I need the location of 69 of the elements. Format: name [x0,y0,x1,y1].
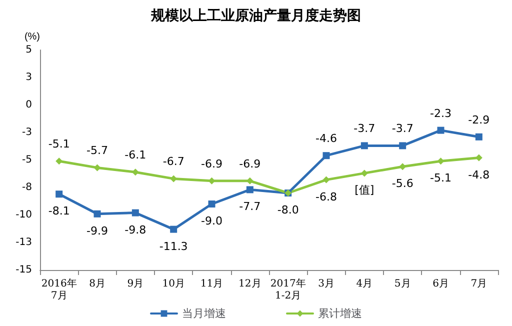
legend-label: 当月增速 [182,307,226,320]
data-label: [值] [354,184,374,197]
point [360,142,368,150]
point [246,186,254,194]
data-label: -6.9 [201,157,222,170]
y-tick-label: -8 [22,182,32,193]
y-tick-label: 3 [26,72,32,83]
x-tick-label: 9月 [127,278,144,290]
data-label: -2.9 [468,113,490,126]
y-tick-label: 5 [26,44,32,56]
x-tick-label: 12月 [238,278,262,290]
data-label: -8.1 [48,204,70,218]
x-tick-label: 7月 [470,278,488,290]
data-label: -6.8 [316,190,337,204]
data-label: -4.8 [468,168,490,182]
x-tick-label: 2017年 1-2月 [270,278,306,302]
data-label: -2.3 [430,106,452,120]
x-tick-label: 6月 [432,278,449,290]
y-tick-label: -3 [22,127,32,138]
data-label: -4.6 [316,132,337,146]
point [322,176,330,184]
x-tick-label: 5月 [394,278,411,290]
x-tick-label: 10月 [162,278,185,290]
x-tick-label: 8月 [89,278,106,290]
data-label: -3.7 [392,122,414,136]
x-tick-label: 4月 [356,278,373,290]
point [208,177,216,184]
data-label: -6.9 [239,157,261,170]
data-label: -9.0 [201,214,222,228]
point [56,190,63,198]
data-label: -11.3 [159,240,188,253]
data-label: -8.0 [277,204,299,216]
x-tick-label: 11月 [200,278,224,290]
point [360,170,368,177]
point [56,158,63,165]
data-label: -9.8 [124,223,146,236]
point [94,210,101,218]
data-label: -9.9 [86,224,108,238]
y-tick-label: -13 [16,237,32,248]
point [132,168,139,176]
x-tick-label: 2016年 7月 [41,278,77,302]
data-label: -5.6 [392,177,414,190]
point [170,226,178,233]
point [475,154,482,162]
x-tick-label: 3月 [318,278,334,290]
y-tick-label: -15 [16,264,32,276]
point [94,164,101,172]
data-label: -7.7 [239,200,261,214]
data-label: -3.7 [354,122,376,136]
point [208,200,216,208]
y-axis-title: (%) [24,32,40,42]
point [399,142,406,150]
data-label: -5.1 [48,138,70,151]
data-label: -6.1 [124,148,146,162]
y-tick-label: -10 [16,210,32,220]
data-label: -6.7 [162,155,184,168]
data-label: -5.1 [430,172,452,185]
point [475,133,482,140]
chart-title: 规模以上工业原油产量月度走势图 [150,7,361,24]
point [399,163,406,170]
point [132,209,139,216]
data-label: -5.7 [86,144,108,158]
point [322,152,330,160]
y-tick-label: -5 [22,154,32,166]
legend-label: 累计增速 [318,307,362,320]
point [437,158,444,165]
point [170,175,178,182]
point [437,126,444,134]
y-tick-label: 0 [26,100,32,110]
